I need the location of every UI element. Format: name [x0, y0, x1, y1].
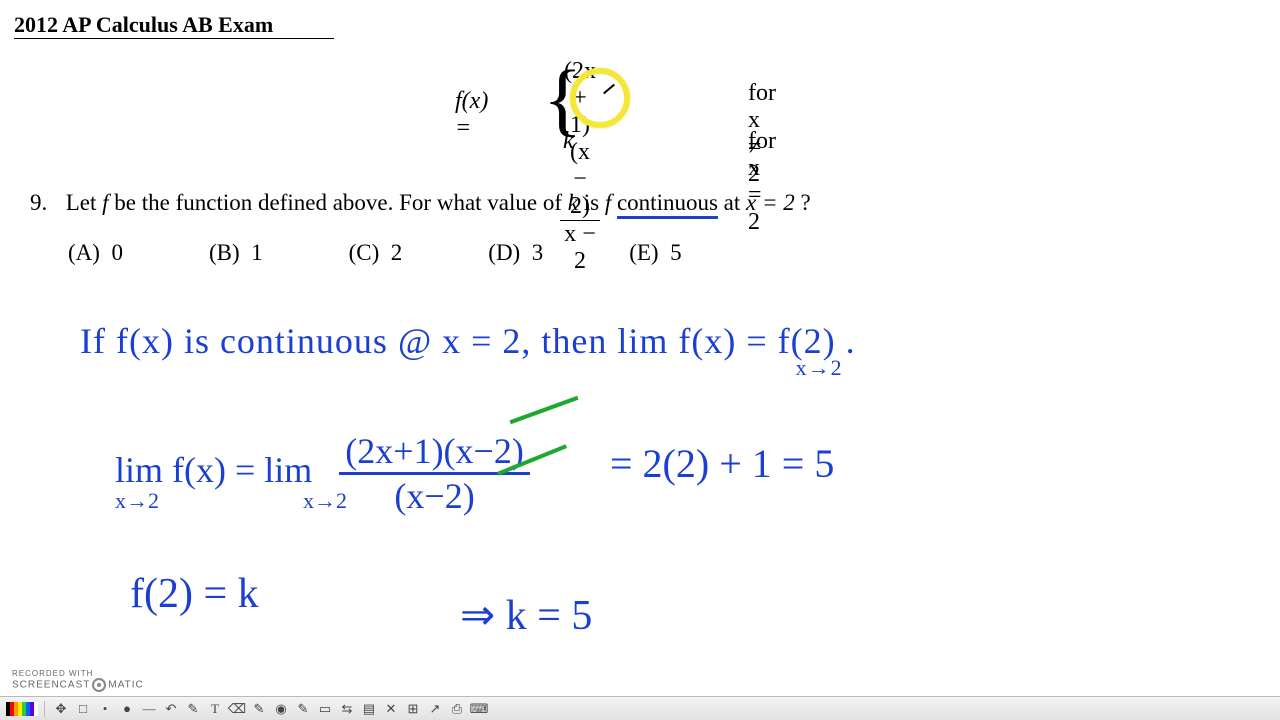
color-swatches	[6, 702, 38, 716]
handwriting-line-3: f(2) = k	[130, 570, 259, 618]
yellow-circle-annotation	[570, 68, 630, 128]
toolbar-tool-button[interactable]: ✕	[381, 700, 401, 718]
underlined-continuous: continuous	[617, 190, 718, 219]
choice-b: (B) 1	[209, 240, 263, 266]
choice-d: (D) 3	[488, 240, 543, 266]
choice-e: (E) 5	[629, 240, 681, 266]
watermark-logo-icon	[92, 678, 106, 692]
toolbar-tool-button[interactable]: ◉	[271, 700, 291, 718]
toolbar-tool-button[interactable]: ⊞	[403, 700, 423, 718]
color-swatch[interactable]	[34, 702, 38, 716]
limit-subscript-1: x→2	[796, 355, 843, 380]
toolbar-tool-button[interactable]: □	[73, 700, 93, 718]
toolbar-tool-button[interactable]: ●	[117, 700, 137, 718]
answer-choices: (A) 0 (B) 1 (C) 2 (D) 3 (E) 5	[68, 240, 682, 266]
toolbar-tool-button[interactable]: ↶	[161, 700, 181, 718]
question-text: 9. Let f be the function defined above. …	[30, 190, 811, 216]
toolbar-tool-button[interactable]: ✎	[183, 700, 203, 718]
toolbar-separator	[44, 701, 45, 717]
toolbar-tool-button[interactable]: ⎙	[447, 700, 467, 718]
toolbar-tool-button[interactable]: ▭	[315, 700, 335, 718]
annotation-toolbar: ✥□•●—↶✎T⌫✎◉✎▭⇆▤✕⊞↗⎙⌨	[0, 696, 1280, 720]
toolbar-tool-button[interactable]: —	[139, 700, 159, 718]
toolbar-tool-button[interactable]: ✥	[51, 700, 71, 718]
question-number: 9.	[30, 190, 60, 216]
green-crossout-1	[509, 396, 578, 424]
toolbar-tool-button[interactable]: ⇆	[337, 700, 357, 718]
toolbar-tool-button[interactable]: •	[95, 700, 115, 718]
handwriting-line-1: If f(x) is continuous @ x = 2, then lim …	[80, 320, 913, 362]
toolbar-tool-button[interactable]: T	[205, 700, 225, 718]
toolbar-tool-button[interactable]: ▤	[359, 700, 379, 718]
function-lhs: f(x) =	[455, 88, 488, 142]
toolbar-tool-button[interactable]: ✎	[249, 700, 269, 718]
choice-c: (C) 2	[349, 240, 403, 266]
watermark: RECORDED WITH SCREENCASTMATIC	[12, 669, 144, 692]
handwriting-line-2-rhs: = 2(2) + 1 = 5	[610, 440, 834, 487]
page-title: 2012 AP Calculus AB Exam	[14, 12, 273, 38]
toolbar-tool-button[interactable]: ✎	[293, 700, 313, 718]
handwriting-line-4: ⇒ k = 5	[460, 590, 592, 640]
piece2-condition: for x = 2	[748, 128, 776, 236]
title-underline	[14, 38, 334, 39]
choice-a: (A) 0	[68, 240, 123, 266]
toolbar-tool-button[interactable]: ⌨	[469, 700, 489, 718]
handwriting-line-2: lim f(x) = lim x→2 x→2 (2x+1)(x−2) (x−2)	[115, 430, 530, 517]
piece-2: k	[563, 128, 574, 155]
toolbar-tool-button[interactable]: ↗	[425, 700, 445, 718]
toolbar-tool-button[interactable]: ⌫	[227, 700, 247, 718]
